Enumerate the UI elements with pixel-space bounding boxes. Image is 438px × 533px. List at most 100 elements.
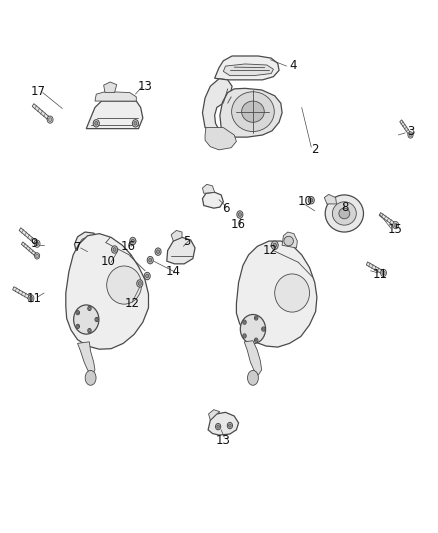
- Circle shape: [244, 321, 245, 324]
- Circle shape: [147, 256, 153, 264]
- Polygon shape: [237, 241, 317, 347]
- Polygon shape: [86, 101, 143, 128]
- Polygon shape: [171, 230, 182, 241]
- Text: 13: 13: [216, 434, 231, 447]
- Polygon shape: [19, 228, 38, 245]
- Ellipse shape: [74, 305, 99, 334]
- Circle shape: [95, 317, 99, 321]
- Circle shape: [255, 317, 257, 319]
- Ellipse shape: [284, 236, 293, 246]
- Circle shape: [254, 338, 258, 342]
- Circle shape: [261, 327, 265, 331]
- Circle shape: [156, 250, 159, 254]
- Text: 10: 10: [298, 195, 313, 208]
- Circle shape: [394, 223, 397, 227]
- Polygon shape: [215, 56, 279, 80]
- Ellipse shape: [325, 195, 364, 232]
- Polygon shape: [223, 64, 273, 76]
- Circle shape: [254, 316, 258, 320]
- Text: 12: 12: [124, 297, 139, 310]
- Ellipse shape: [107, 266, 141, 304]
- Circle shape: [382, 271, 385, 275]
- Polygon shape: [202, 79, 232, 133]
- Text: 6: 6: [222, 201, 229, 215]
- Ellipse shape: [85, 370, 96, 385]
- Polygon shape: [202, 192, 223, 208]
- Text: 16: 16: [121, 240, 136, 253]
- Circle shape: [273, 243, 276, 247]
- Polygon shape: [220, 88, 282, 137]
- Circle shape: [310, 198, 313, 202]
- Text: 12: 12: [263, 244, 278, 257]
- Text: 7: 7: [74, 241, 81, 254]
- Ellipse shape: [242, 101, 264, 122]
- Polygon shape: [74, 232, 101, 256]
- Circle shape: [308, 197, 314, 204]
- Circle shape: [47, 116, 53, 123]
- Text: 10: 10: [101, 255, 116, 268]
- Polygon shape: [93, 252, 108, 268]
- Circle shape: [88, 308, 90, 310]
- Circle shape: [28, 295, 34, 302]
- Ellipse shape: [80, 238, 92, 249]
- Polygon shape: [324, 195, 336, 204]
- Circle shape: [93, 119, 99, 127]
- Circle shape: [262, 328, 264, 330]
- Polygon shape: [66, 233, 148, 349]
- Text: 11: 11: [373, 268, 388, 281]
- Circle shape: [215, 423, 221, 430]
- Circle shape: [88, 328, 91, 333]
- Circle shape: [35, 242, 39, 246]
- Circle shape: [238, 213, 241, 216]
- Circle shape: [88, 306, 91, 311]
- Polygon shape: [244, 341, 261, 375]
- Circle shape: [244, 335, 245, 337]
- Text: 8: 8: [342, 200, 349, 214]
- Text: 2: 2: [311, 143, 318, 156]
- Text: 15: 15: [388, 223, 403, 236]
- Polygon shape: [13, 287, 32, 300]
- Circle shape: [408, 132, 413, 138]
- Circle shape: [229, 424, 231, 427]
- Polygon shape: [202, 184, 215, 193]
- Ellipse shape: [240, 314, 265, 344]
- Polygon shape: [21, 242, 38, 257]
- Ellipse shape: [232, 92, 274, 132]
- Ellipse shape: [275, 274, 310, 312]
- Circle shape: [237, 211, 243, 218]
- Circle shape: [227, 422, 233, 429]
- Polygon shape: [95, 92, 136, 101]
- Polygon shape: [78, 342, 95, 375]
- Text: 5: 5: [183, 235, 190, 247]
- Circle shape: [144, 272, 150, 280]
- Circle shape: [381, 269, 386, 277]
- Polygon shape: [32, 103, 51, 121]
- Polygon shape: [282, 232, 297, 248]
- Circle shape: [132, 119, 138, 127]
- Polygon shape: [208, 413, 239, 435]
- Polygon shape: [400, 120, 411, 136]
- Circle shape: [138, 281, 141, 285]
- Text: 11: 11: [27, 292, 42, 305]
- Circle shape: [29, 296, 32, 300]
- Text: 16: 16: [231, 217, 246, 231]
- Circle shape: [35, 253, 40, 259]
- Circle shape: [146, 274, 149, 278]
- Polygon shape: [205, 127, 237, 150]
- Circle shape: [112, 246, 117, 253]
- Text: 9: 9: [30, 237, 38, 250]
- Circle shape: [36, 254, 39, 257]
- Circle shape: [49, 118, 52, 122]
- Circle shape: [243, 320, 246, 325]
- Circle shape: [95, 122, 98, 125]
- Ellipse shape: [332, 202, 356, 225]
- Circle shape: [76, 311, 80, 315]
- Circle shape: [34, 240, 40, 247]
- Polygon shape: [104, 82, 117, 93]
- Circle shape: [88, 329, 90, 332]
- Circle shape: [217, 425, 219, 428]
- Circle shape: [243, 334, 246, 338]
- Circle shape: [409, 133, 412, 136]
- Circle shape: [134, 122, 137, 125]
- Polygon shape: [379, 213, 396, 227]
